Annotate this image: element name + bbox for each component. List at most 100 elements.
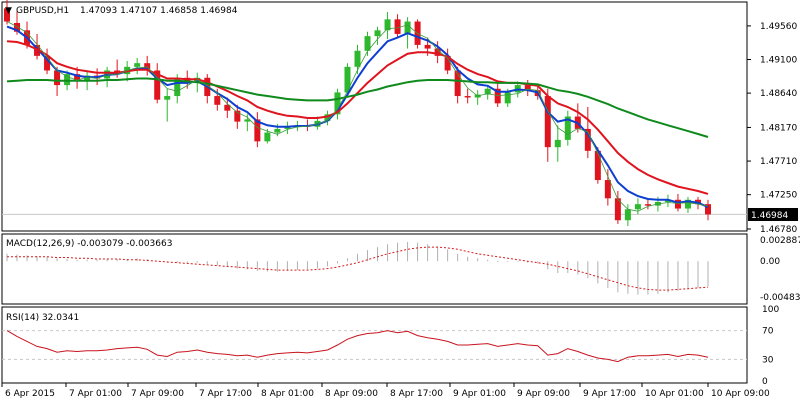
price-plot (2, 0, 747, 227)
candle-body (584, 128, 591, 151)
candle (334, 88, 341, 120)
rsi-line (6, 330, 709, 363)
candle-body (14, 22, 21, 32)
candle-body (594, 150, 601, 181)
rsi-panel-frame (1, 306, 748, 384)
candle-body (564, 116, 571, 140)
candle-body (184, 77, 191, 83)
candle-body (524, 85, 531, 91)
candle (464, 88, 471, 104)
rsi-tick-label: 70 (762, 327, 774, 337)
macd-tick-label: 0.00 (760, 257, 780, 267)
candle-body (194, 77, 201, 83)
candle-body (44, 55, 51, 71)
current-price-label: 1.46984 (751, 211, 788, 221)
candle (414, 19, 421, 49)
candle (234, 104, 241, 129)
candle (494, 81, 501, 108)
price-tick-label: 1.48640 (760, 89, 797, 99)
candle (644, 199, 651, 210)
candle (364, 31, 371, 56)
candle (684, 196, 691, 213)
candle-body (404, 21, 411, 34)
candle (544, 88, 551, 162)
candle-body (484, 88, 491, 95)
price-tick-label: 1.46780 (760, 225, 797, 235)
ma-line-slow (6, 77, 709, 138)
candle-body (494, 88, 501, 104)
candle (564, 110, 571, 146)
candle-body (334, 92, 341, 115)
candle (704, 199, 712, 221)
candle (454, 66, 461, 104)
candle (614, 191, 621, 224)
macd-signal-line (7, 246, 709, 291)
candle-body (644, 204, 651, 206)
candle-body (424, 44, 431, 49)
candle (624, 204, 631, 227)
candle-body (64, 74, 71, 86)
rsi-tick-label: 0 (762, 377, 768, 387)
candle-body (344, 66, 351, 93)
candle (524, 79, 531, 97)
candle-body (394, 19, 401, 34)
candle (324, 110, 331, 126)
candle (44, 48, 51, 75)
candle (154, 63, 161, 104)
current-price-marker (748, 208, 798, 221)
candle (384, 12, 391, 40)
time-tick-label: 9 Apr 17:00 (583, 389, 636, 399)
candle (444, 48, 451, 75)
candle-body (154, 70, 161, 100)
symbol-timeframe: GBPUSD,H1 (16, 6, 69, 16)
rsi-title: RSI(14) 32.0341 (6, 313, 79, 323)
candle-body (614, 198, 621, 221)
candle-body (134, 63, 141, 67)
candle-body (604, 180, 611, 199)
candle-body (264, 132, 271, 142)
candle-body (634, 204, 641, 210)
candle-body (174, 77, 181, 97)
price-tick-label: 1.48170 (760, 123, 797, 133)
menu-dropdown-icon[interactable]: ▼ (5, 6, 12, 16)
time-tick-label: 8 Apr 09:00 (325, 389, 378, 399)
candle-body (504, 92, 511, 104)
axes: 1.49560 1.49100 1.48640 1.48170 1.47710 1.472… (1, 22, 800, 399)
price-tick-label: 1.49100 (760, 56, 797, 66)
rsi-plot (2, 330, 747, 363)
candle-body (664, 199, 671, 202)
time-tick-label: 6 Apr 2015 (5, 389, 55, 399)
candle-body (454, 70, 461, 97)
candle (164, 88, 171, 122)
price-tick-label: 1.49560 (760, 22, 797, 32)
candle-body (3, 8, 11, 22)
candle-body (214, 96, 221, 105)
candle-body (544, 96, 551, 148)
candle-body (244, 119, 251, 122)
macd-title: MACD(12,26,9) -0.003079 -0.003663 (6, 239, 172, 249)
candle (434, 41, 441, 64)
macd-plot (6, 241, 709, 295)
candle (634, 198, 641, 215)
time-tick-label: 9 Apr 01:00 (453, 389, 506, 399)
time-tick-label: 10 Apr 09:00 (711, 389, 770, 399)
candle-body (324, 114, 331, 121)
candle (394, 14, 401, 38)
candle-body (684, 199, 691, 209)
candle-body (674, 199, 681, 209)
candle-body (444, 55, 451, 71)
price-tick-label: 1.47250 (760, 191, 797, 201)
candle (254, 112, 261, 148)
time-tick-label: 9 Apr 09:00 (517, 389, 570, 399)
time-tick-label: 10 Apr 01:00 (645, 389, 704, 399)
candle-body (704, 204, 712, 215)
candle (104, 66, 111, 88)
candle (284, 121, 291, 135)
macd-panel-frame (1, 233, 748, 305)
rsi-tick-label: 30 (762, 355, 774, 365)
time-tick-label: 8 Apr 17:00 (390, 389, 443, 399)
candle-body (624, 209, 631, 221)
candle-body (464, 96, 471, 98)
